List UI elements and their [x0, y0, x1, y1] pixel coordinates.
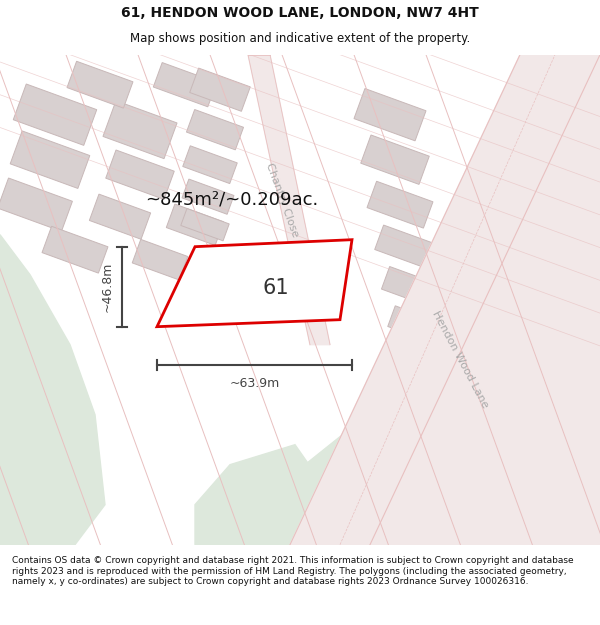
Text: Chantry Close: Chantry Close	[264, 161, 300, 238]
Bar	[394, 342, 446, 377]
Bar	[524, 226, 577, 264]
Bar	[154, 62, 217, 107]
Polygon shape	[157, 239, 352, 327]
Bar	[528, 271, 582, 309]
Bar	[166, 204, 224, 246]
Polygon shape	[0, 234, 105, 544]
Polygon shape	[248, 54, 330, 344]
Bar	[187, 109, 244, 150]
Bar	[354, 89, 426, 141]
Bar	[42, 226, 108, 273]
Bar	[67, 61, 133, 108]
Polygon shape	[195, 444, 330, 544]
Bar	[132, 239, 188, 280]
Bar	[367, 181, 433, 228]
Bar	[89, 194, 151, 239]
Text: Hendon Wood Lane: Hendon Wood Lane	[430, 309, 490, 410]
Text: Contains OS data © Crown copyright and database right 2021. This information is : Contains OS data © Crown copyright and d…	[12, 556, 574, 586]
Bar	[388, 306, 442, 344]
Bar	[407, 410, 452, 439]
Bar	[181, 209, 229, 241]
Bar	[106, 150, 174, 199]
Bar	[13, 84, 97, 146]
Bar	[520, 179, 576, 220]
Bar	[532, 316, 584, 353]
Text: ~46.8m: ~46.8m	[101, 261, 114, 312]
Bar	[361, 135, 429, 184]
Bar	[514, 82, 575, 127]
Polygon shape	[220, 344, 600, 544]
Text: 61, HENDON WOOD LANE, LONDON, NW7 4HT: 61, HENDON WOOD LANE, LONDON, NW7 4HT	[121, 6, 479, 21]
Polygon shape	[290, 54, 600, 544]
Bar	[0, 178, 73, 231]
Bar	[401, 379, 449, 411]
Bar	[382, 266, 439, 307]
Text: ~63.9m: ~63.9m	[229, 377, 280, 390]
Bar	[103, 101, 177, 159]
Bar	[516, 134, 574, 176]
Bar	[535, 362, 584, 397]
Text: ~845m²/~0.209ac.: ~845m²/~0.209ac.	[145, 191, 318, 209]
Bar	[190, 68, 250, 111]
Text: 61: 61	[263, 278, 289, 298]
Bar	[543, 404, 587, 435]
Bar	[10, 131, 90, 189]
Bar	[375, 225, 435, 268]
Text: Map shows position and indicative extent of the property.: Map shows position and indicative extent…	[130, 32, 470, 45]
Bar	[182, 179, 234, 214]
Bar	[183, 146, 237, 184]
